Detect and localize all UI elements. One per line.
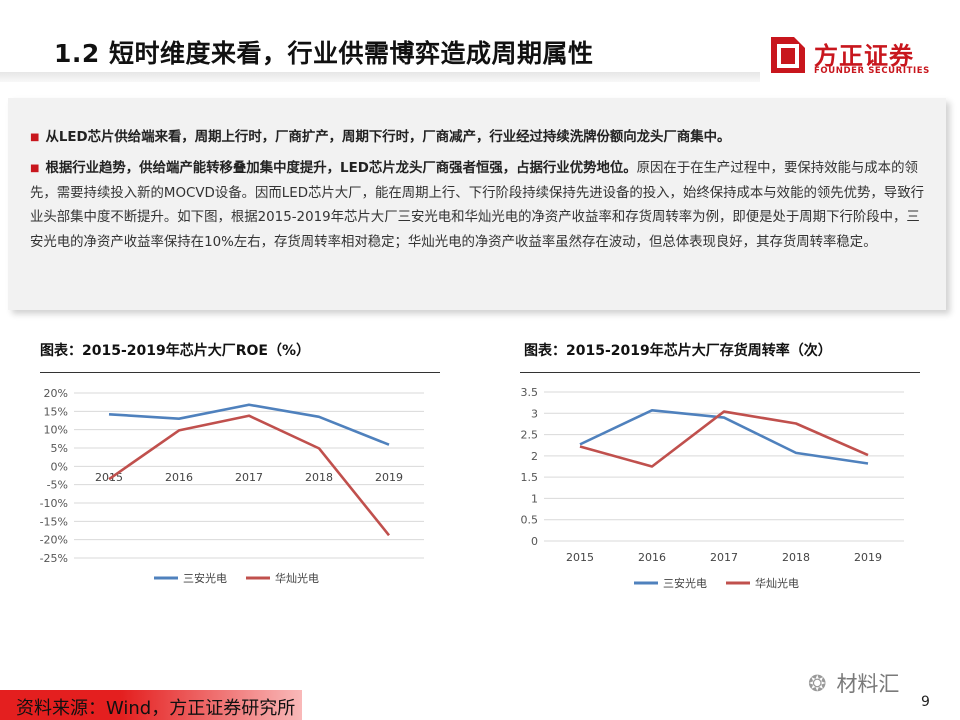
x-tick-label: 2015 — [566, 551, 594, 564]
x-tick-label: 2016 — [165, 471, 193, 484]
x-tick-label: 2016 — [638, 551, 666, 564]
bullet-1: ■ 从LED芯片供给端来看，周期上行时，厂商扩产，周期下行时，厂商减产，行业经过持… — [30, 126, 930, 151]
y-tick-label: -10% — [40, 497, 68, 510]
y-tick-label: 1 — [531, 492, 538, 505]
y-tick-label: -25% — [40, 552, 68, 565]
y-tick-label: 0.5 — [521, 514, 539, 527]
y-tick-label: -5% — [47, 479, 68, 492]
chart-roe: 20%15%10%5%0%-5%-10%-15%-20%-25%2015 2016… — [40, 387, 424, 585]
x-tick-label: 2018 — [305, 471, 333, 484]
page-number: 9 — [921, 694, 930, 710]
y-tick-label: 3 — [531, 407, 538, 420]
x-tick-label: 2017 — [235, 471, 263, 484]
legend-label: 三安光电 — [183, 571, 227, 585]
y-tick-label: 1.5 — [521, 471, 539, 484]
x-tick-label: 2017 — [710, 551, 738, 564]
y-tick-label: -20% — [40, 534, 68, 547]
y-tick-label: 3.5 — [521, 386, 539, 399]
chart-roe-rule — [40, 372, 440, 373]
bullet-marker-icon: ■ — [30, 132, 40, 143]
y-tick-label: 2 — [531, 450, 538, 463]
bullet-2-body: 原因在于在生产过程中，要保持效能与成本的领先，需要持续投入新的MOCVD设备。因… — [30, 161, 924, 250]
watermark-text: 材料汇 — [836, 672, 900, 696]
x-tick-label: 2019 — [854, 551, 882, 564]
series-line-1 — [108, 403, 390, 446]
legend-label: 华灿光电 — [755, 576, 799, 590]
x-tick-label: 2018 — [782, 551, 810, 564]
title-divider — [0, 72, 760, 82]
chart-turnover-title: 图表：2015-2019年芯片大厂存货周转率（次） — [524, 343, 832, 359]
page-title: 1.2 短时维度来看，行业供需博弈造成周期属性 — [54, 39, 594, 68]
legend-label: 三安光电 — [663, 576, 707, 590]
logo-text-en: FOUNDER SECURITIES — [814, 66, 930, 76]
brand-logo: 方正证券 FOUNDER SECURITIES — [770, 36, 940, 78]
bullet-2-lead: 根据行业趋势，供给端产能转移叠加集中度提升，LED芯片龙头厂商强者恒强，占据行业… — [45, 161, 637, 176]
x-tick-label: 2019 — [375, 471, 403, 484]
series-line-2 — [108, 414, 391, 537]
footer-bar — [0, 690, 302, 720]
y-tick-label: 0% — [51, 460, 68, 473]
wechat-icon: ❂ — [808, 672, 827, 697]
series-line-1 — [579, 409, 869, 465]
y-tick-label: 20% — [44, 387, 68, 400]
chart-turnover-rule — [520, 372, 920, 373]
chart-turnover: 3.5 3 2.5 2 1.5 1 0.5 0 2015 2016 2017 2018 2019 三安光电… — [521, 386, 904, 590]
y-tick-label: 15% — [44, 405, 68, 418]
founder-logo-icon — [771, 37, 806, 73]
series-line-2 — [579, 410, 869, 468]
y-tick-label: 2.5 — [521, 429, 539, 442]
chart-roe-title: 图表：2015-2019年芯片大厂ROE（%） — [40, 343, 311, 359]
y-tick-label: 10% — [44, 424, 68, 437]
logo-text-cn: 方正证券 — [814, 42, 914, 70]
y-tick-label: 5% — [51, 442, 68, 455]
bullet-1-text: 从LED芯片供给端来看，周期上行时，厂商扩产，周期下行时，厂商减产，行业经过持续… — [45, 130, 731, 145]
summary-box — [8, 98, 946, 310]
y-tick-label: -15% — [40, 515, 68, 528]
legend-label: 华灿光电 — [275, 571, 319, 585]
watermark: ❂ 材料汇 — [808, 668, 899, 698]
bullet-marker-icon: ■ — [30, 163, 40, 174]
bullet-2: ■ 根据行业趋势，供给端产能转移叠加集中度提升，LED芯片龙头厂商强者恒强，占据行… — [30, 157, 930, 255]
source-note: 资料来源：Wind，方正证券研究所 — [16, 698, 296, 719]
y-tick-label: 0 — [531, 535, 538, 548]
